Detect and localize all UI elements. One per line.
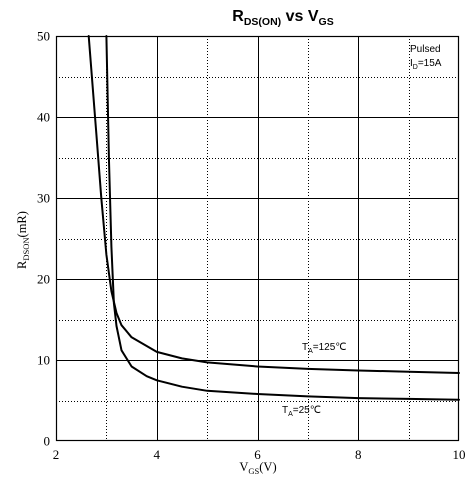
title-r-subscript: DS(ON) [244, 16, 281, 28]
series-label-125c: TA=125℃ [302, 342, 347, 355]
series-label-25c: TA=25℃ [282, 405, 321, 418]
series-line-25c [105, 35, 460, 401]
grid [56, 36, 459, 441]
series-label-25c-subscript: A [288, 411, 293, 418]
x-axis-label-v: V [239, 460, 248, 474]
annotation-id: ID=15A [410, 58, 442, 71]
x-tick-label: 4 [154, 447, 161, 462]
y-tick-label: 50 [37, 29, 50, 44]
y-tick-label: 10 [37, 353, 50, 368]
plot-frame [55, 35, 460, 442]
x-axis-label-unit: (V) [259, 460, 276, 474]
series-line-125c [87, 35, 460, 374]
series-label-25c-t: T [282, 405, 288, 416]
series-label-125c-subscript: A [308, 348, 313, 355]
y-axis-label-r: R [15, 260, 29, 269]
x-tick-label: 2 [53, 447, 60, 462]
y-tick-label: 0 [44, 434, 51, 449]
series-label-125c-value: =125℃ [313, 342, 347, 353]
x-tick-label: 6 [254, 447, 261, 462]
y-tick-label: 20 [37, 272, 50, 287]
y-axis-label-unit: (mR) [15, 211, 29, 237]
title-vs-v: vs V [281, 8, 319, 25]
annotation-pulsed: Pulsed [410, 44, 441, 55]
x-axis-label-subscript: GS [248, 466, 259, 476]
x-axis-label: VGS(V) [239, 460, 276, 476]
series-label-25c-value: =25℃ [293, 405, 321, 416]
plot-area-border [55, 35, 460, 442]
y-axis-label-subscript: DSON [21, 237, 31, 260]
y-axis-label: RDSON(mR) [15, 211, 31, 269]
title-r: R [232, 8, 244, 25]
annotation-id-subscript: D [413, 64, 418, 71]
series-label-125c-t: T [302, 342, 308, 353]
y-tick-label: 30 [37, 191, 50, 206]
y-tick-label: 40 [37, 110, 50, 125]
title-v-subscript: GS [319, 16, 334, 28]
chart-title: RDS(ON) vs VGS [232, 8, 333, 28]
annotation-id-i: I [410, 58, 413, 69]
x-tick-label: 8 [355, 447, 362, 462]
annotation-id-value: =15A [418, 58, 442, 69]
series-lines [87, 35, 460, 401]
tick-labels: 2 4 6 8 10 0 10 20 30 40 50 [37, 29, 466, 463]
x-tick-label: 10 [453, 447, 466, 462]
